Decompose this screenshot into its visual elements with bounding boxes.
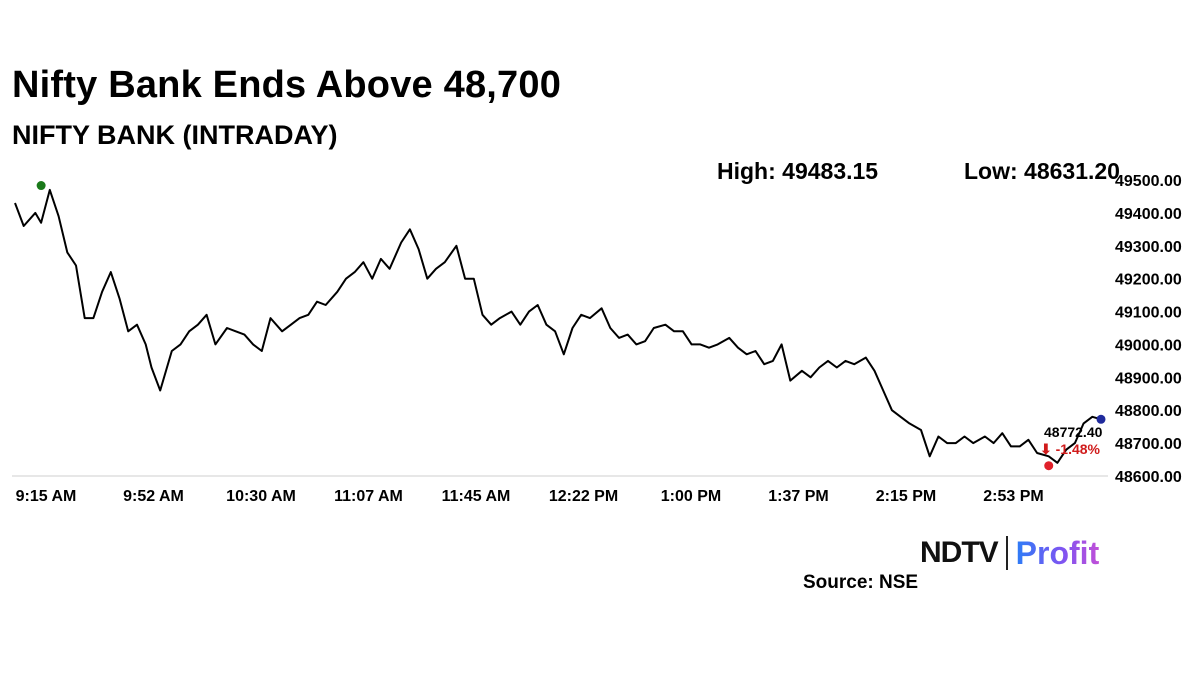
x-axis: 9:15 AM 9:52 AM 10:30 AM 11:07 AM 11:45 AM 12…	[16, 488, 1044, 505]
marker-high	[36, 181, 46, 191]
x-tick-label: 9:52 AM	[123, 488, 184, 505]
y-tick-label: 48600.00	[1115, 469, 1182, 486]
ndtv-profit-logo: NDTV Profit	[920, 533, 1099, 573]
x-tick-label: 12:22 PM	[549, 488, 618, 505]
marker-close	[1096, 414, 1106, 424]
y-tick-label: 49100.00	[1115, 305, 1182, 322]
last-value-label: 48772.40	[1044, 424, 1103, 440]
series-line-nifty-bank	[14, 188, 1102, 464]
brand-divider	[1005, 536, 1008, 570]
y-tick-label: 49300.00	[1115, 239, 1182, 256]
x-tick-label: 2:15 PM	[876, 488, 936, 505]
y-tick-label: 49200.00	[1115, 272, 1182, 289]
brand-ndtv: NDTV	[920, 536, 999, 569]
y-tick-label: 48700.00	[1115, 436, 1182, 453]
y-tick-label: 49000.00	[1115, 337, 1182, 354]
chart-subtitle: NIFTY BANK (INTRADAY)	[12, 120, 338, 150]
x-tick-label: 11:07 AM	[334, 488, 403, 505]
y-tick-label: 49500.00	[1115, 173, 1182, 190]
y-axis: 49500.00 49400.00 49300.00 49200.00 49100.00…	[1115, 173, 1182, 486]
headline: Nifty Bank Ends Above 48,700	[12, 64, 562, 106]
stat-high: High: 49483.15	[717, 158, 879, 184]
y-tick-label: 48900.00	[1115, 370, 1182, 387]
x-tick-label: 2:53 PM	[983, 488, 1043, 505]
y-tick-label: 49400.00	[1115, 206, 1182, 223]
x-tick-label: 1:00 PM	[661, 488, 721, 505]
source-note: Source: NSE	[803, 572, 919, 593]
x-tick-label: 1:37 PM	[768, 488, 828, 505]
brand-profit: Profit	[1015, 534, 1100, 571]
x-tick-label: 11:45 AM	[442, 488, 511, 505]
x-tick-label: 10:30 AM	[226, 488, 296, 505]
x-tick-label: 9:15 AM	[16, 488, 77, 505]
change-label: ⬇ -1.48%	[1040, 441, 1101, 457]
stat-low: Low: 48631.20	[964, 158, 1120, 184]
marker-low	[1044, 461, 1054, 471]
chart-markers	[36, 181, 1106, 471]
y-tick-label: 48800.00	[1115, 403, 1182, 420]
